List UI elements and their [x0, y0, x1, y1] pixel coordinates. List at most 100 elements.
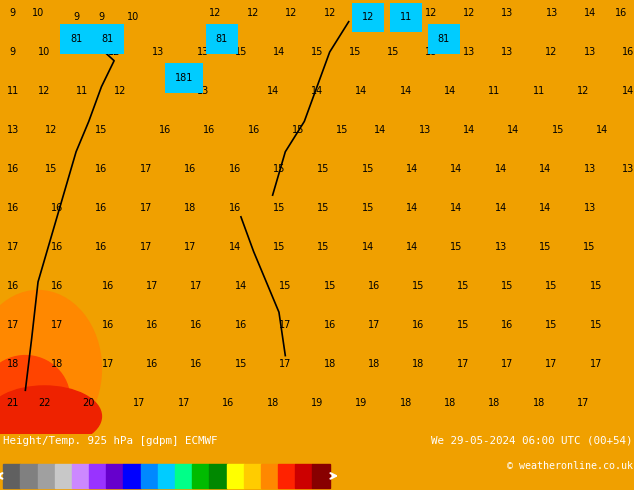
Text: 14: 14	[406, 164, 418, 174]
Text: 17: 17	[279, 359, 292, 369]
Text: 15: 15	[349, 47, 361, 57]
Text: 21: 21	[6, 398, 19, 408]
Text: 11: 11	[399, 12, 412, 23]
Text: 14: 14	[450, 164, 463, 174]
Text: 14: 14	[311, 86, 323, 96]
Text: 13: 13	[501, 8, 514, 18]
Bar	[209, 464, 226, 488]
Bar	[278, 464, 295, 488]
Text: 18: 18	[488, 398, 501, 408]
Text: 13: 13	[621, 164, 634, 174]
Text: 16: 16	[621, 47, 634, 57]
Text: 17: 17	[501, 359, 514, 369]
Text: 12: 12	[425, 8, 437, 18]
Text: 15: 15	[292, 125, 304, 135]
Text: 16: 16	[95, 203, 108, 213]
Text: 14: 14	[450, 203, 463, 213]
Bar	[37, 464, 55, 488]
Text: 17: 17	[51, 320, 63, 330]
Text: 16: 16	[228, 203, 241, 213]
Text: 12: 12	[247, 8, 260, 18]
Bar	[243, 464, 261, 488]
Bar	[124, 464, 141, 488]
Text: 14: 14	[495, 203, 507, 213]
Text: 12: 12	[577, 86, 590, 96]
Text: 17: 17	[279, 320, 292, 330]
Text: 16: 16	[95, 242, 108, 252]
Text: 17: 17	[139, 164, 152, 174]
Text: 13: 13	[583, 203, 596, 213]
Text: 11: 11	[488, 86, 501, 96]
Text: 17: 17	[139, 242, 152, 252]
Text: 14: 14	[374, 125, 387, 135]
Text: 14: 14	[596, 125, 609, 135]
Text: 81: 81	[70, 34, 82, 44]
Text: 16: 16	[95, 164, 108, 174]
Text: 15: 15	[317, 164, 330, 174]
Text: 12: 12	[209, 8, 222, 18]
Bar	[3, 464, 20, 488]
Text: 15: 15	[235, 47, 247, 57]
Text: 18: 18	[266, 398, 279, 408]
Text: 12: 12	[108, 47, 120, 57]
Text: 13: 13	[197, 47, 209, 57]
Text: 16: 16	[6, 164, 19, 174]
Text: 16: 16	[146, 320, 158, 330]
Text: 17: 17	[146, 281, 158, 291]
Text: 15: 15	[273, 164, 285, 174]
Text: 22: 22	[38, 398, 51, 408]
Text: 10: 10	[38, 47, 51, 57]
Text: 16: 16	[101, 320, 114, 330]
Text: 17: 17	[139, 203, 152, 213]
Text: 15: 15	[583, 242, 596, 252]
Text: 15: 15	[387, 47, 399, 57]
Text: © weatheronline.co.uk: © weatheronline.co.uk	[507, 461, 633, 471]
Text: 81: 81	[437, 34, 450, 44]
Text: 15: 15	[279, 281, 292, 291]
Text: 14: 14	[507, 125, 520, 135]
Bar	[295, 464, 313, 488]
Text: 17: 17	[6, 242, 19, 252]
Text: 16: 16	[190, 359, 203, 369]
Text: 17: 17	[190, 281, 203, 291]
Text: 16: 16	[51, 242, 63, 252]
Text: 13: 13	[152, 47, 165, 57]
Text: 15: 15	[501, 281, 514, 291]
Text: 18: 18	[399, 398, 412, 408]
Bar	[175, 464, 192, 488]
Text: 13: 13	[583, 47, 596, 57]
Text: 20: 20	[82, 398, 95, 408]
Text: 18: 18	[533, 398, 545, 408]
Text: 15: 15	[539, 242, 552, 252]
Bar	[20, 464, 37, 488]
Text: 18: 18	[323, 359, 336, 369]
Bar	[261, 464, 278, 488]
Text: 17: 17	[101, 359, 114, 369]
Text: 13: 13	[495, 242, 507, 252]
Text: 9: 9	[98, 12, 105, 23]
Text: 12: 12	[463, 8, 476, 18]
Text: 16: 16	[51, 203, 63, 213]
Text: 81: 81	[216, 34, 228, 44]
Text: 12: 12	[38, 86, 51, 96]
Text: 16: 16	[101, 281, 114, 291]
Text: 13: 13	[418, 125, 431, 135]
Text: 16: 16	[235, 320, 247, 330]
Text: 9: 9	[73, 12, 79, 23]
Text: 15: 15	[456, 320, 469, 330]
Text: 16: 16	[501, 320, 514, 330]
Text: 11: 11	[6, 86, 19, 96]
Text: 15: 15	[590, 320, 602, 330]
Text: 13: 13	[545, 8, 558, 18]
Text: 14: 14	[495, 164, 507, 174]
Text: 16: 16	[247, 125, 260, 135]
Text: 16: 16	[615, 8, 628, 18]
Text: 18: 18	[444, 398, 456, 408]
Text: 14: 14	[235, 281, 247, 291]
Text: 16: 16	[203, 125, 216, 135]
Text: 17: 17	[184, 242, 197, 252]
Ellipse shape	[0, 356, 70, 442]
Text: 17: 17	[133, 398, 146, 408]
Bar	[158, 464, 175, 488]
Text: 15: 15	[361, 203, 374, 213]
